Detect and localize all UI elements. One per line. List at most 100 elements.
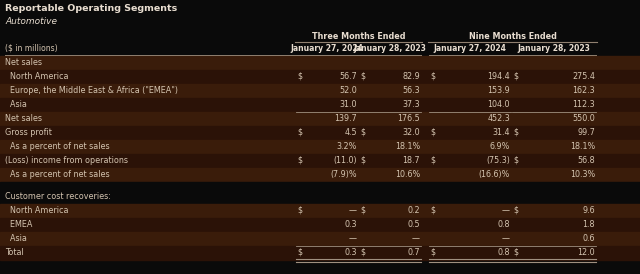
Text: —: —	[349, 234, 357, 243]
Text: $: $	[360, 72, 365, 81]
Text: $: $	[297, 156, 302, 165]
Text: 275.4: 275.4	[572, 72, 595, 81]
Text: 139.7: 139.7	[334, 114, 357, 123]
Bar	[0, 168, 640, 182]
Text: Asia: Asia	[5, 234, 27, 243]
Text: 0.5: 0.5	[408, 220, 420, 229]
Text: 112.3: 112.3	[572, 100, 595, 109]
Text: $: $	[430, 248, 435, 257]
Text: (11.0): (11.0)	[333, 156, 357, 165]
Text: $: $	[430, 72, 435, 81]
Text: 56.7: 56.7	[339, 72, 357, 81]
Text: $: $	[513, 206, 518, 215]
Text: 0.3: 0.3	[344, 220, 357, 229]
Text: Nine Months Ended: Nine Months Ended	[468, 32, 556, 41]
Text: January 27, 2024: January 27, 2024	[433, 44, 506, 53]
Text: 31.4: 31.4	[493, 128, 510, 137]
Text: January 27, 2024: January 27, 2024	[291, 44, 364, 53]
Text: (Loss) income from operations: (Loss) income from operations	[5, 156, 128, 165]
Text: 18.1%: 18.1%	[570, 142, 595, 151]
Text: Europe, the Middle East & Africa ("EMEA"): Europe, the Middle East & Africa ("EMEA"…	[5, 86, 178, 95]
Text: January 28, 2023: January 28, 2023	[353, 44, 426, 53]
Bar	[0, 190, 640, 204]
Text: $: $	[297, 248, 302, 257]
Text: 4.5: 4.5	[344, 128, 357, 137]
Text: January 28, 2023: January 28, 2023	[518, 44, 591, 53]
Text: 1.8: 1.8	[582, 220, 595, 229]
Text: As a percent of net sales: As a percent of net sales	[5, 170, 109, 179]
Bar	[0, 232, 640, 246]
Text: (7.9)%: (7.9)%	[330, 170, 357, 179]
Text: $: $	[360, 128, 365, 137]
Text: 31.0: 31.0	[339, 100, 357, 109]
Text: Gross profit: Gross profit	[5, 128, 52, 137]
Bar	[0, 126, 640, 140]
Text: As a percent of net sales: As a percent of net sales	[5, 142, 109, 151]
Text: —: —	[412, 234, 420, 243]
Text: 56.3: 56.3	[403, 86, 420, 95]
Text: —: —	[502, 206, 510, 215]
Bar	[0, 204, 640, 218]
Text: 0.3: 0.3	[344, 248, 357, 257]
Text: $: $	[297, 206, 302, 215]
Bar	[0, 84, 640, 98]
Text: 99.7: 99.7	[577, 128, 595, 137]
Text: $: $	[513, 128, 518, 137]
Text: ($ in millions): ($ in millions)	[5, 44, 58, 53]
Text: 194.4: 194.4	[488, 72, 510, 81]
Text: $: $	[430, 128, 435, 137]
Text: Net sales: Net sales	[5, 114, 42, 123]
Text: 6.9%: 6.9%	[490, 142, 510, 151]
Text: (16.6)%: (16.6)%	[479, 170, 510, 179]
Text: $: $	[430, 206, 435, 215]
Bar	[0, 112, 640, 126]
Text: $: $	[513, 156, 518, 165]
Bar	[0, 98, 640, 112]
Text: (75.3): (75.3)	[486, 156, 510, 165]
Text: 104.0: 104.0	[488, 100, 510, 109]
Text: 550.0: 550.0	[572, 114, 595, 123]
Text: 52.0: 52.0	[339, 86, 357, 95]
Text: 37.3: 37.3	[403, 100, 420, 109]
Bar	[0, 56, 640, 70]
Text: 18.7: 18.7	[403, 156, 420, 165]
Text: 18.1%: 18.1%	[395, 142, 420, 151]
Text: 0.8: 0.8	[497, 248, 510, 257]
Text: Reportable Operating Segments: Reportable Operating Segments	[5, 4, 177, 13]
Text: 10.3%: 10.3%	[570, 170, 595, 179]
Text: Three Months Ended: Three Months Ended	[312, 32, 405, 41]
Text: 10.6%: 10.6%	[395, 170, 420, 179]
Text: $: $	[360, 248, 365, 257]
Text: Customer cost recoveries:: Customer cost recoveries:	[5, 192, 111, 201]
Text: $: $	[297, 128, 302, 137]
Text: 162.3: 162.3	[572, 86, 595, 95]
Bar	[0, 154, 640, 168]
Text: 32.0: 32.0	[403, 128, 420, 137]
Text: North America: North America	[5, 72, 68, 81]
Text: 452.3: 452.3	[487, 114, 510, 123]
Text: 0.7: 0.7	[408, 248, 420, 257]
Text: 56.8: 56.8	[577, 156, 595, 165]
Text: North America: North America	[5, 206, 68, 215]
Text: 9.6: 9.6	[582, 206, 595, 215]
Text: Total: Total	[5, 248, 24, 257]
Text: $: $	[297, 72, 302, 81]
Text: 12.0: 12.0	[577, 248, 595, 257]
Text: 82.9: 82.9	[403, 72, 420, 81]
Bar	[0, 70, 640, 84]
Text: $: $	[513, 248, 518, 257]
Text: —: —	[349, 206, 357, 215]
Text: $: $	[360, 156, 365, 165]
Bar	[0, 140, 640, 154]
Text: 3.2%: 3.2%	[337, 142, 357, 151]
Text: $: $	[430, 156, 435, 165]
Text: 153.9: 153.9	[487, 86, 510, 95]
Bar	[0, 218, 640, 232]
Text: $: $	[513, 72, 518, 81]
Text: Net sales: Net sales	[5, 58, 42, 67]
Text: 176.5: 176.5	[397, 114, 420, 123]
Text: $: $	[360, 206, 365, 215]
Text: —: —	[502, 234, 510, 243]
Bar	[0, 182, 640, 190]
Bar	[0, 246, 640, 260]
